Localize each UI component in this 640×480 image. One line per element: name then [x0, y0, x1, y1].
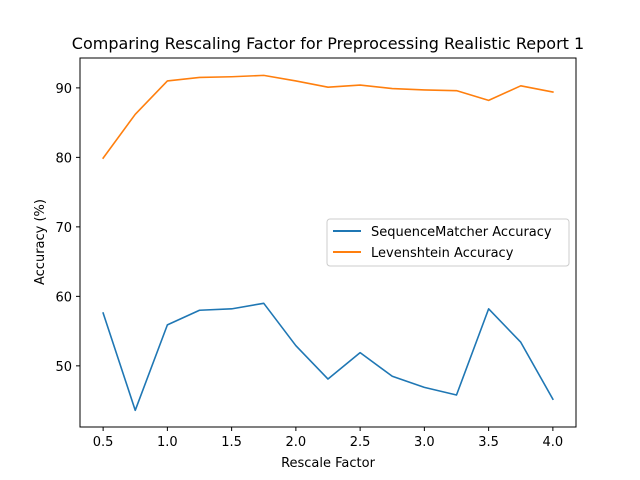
- y-tick-label: 60: [55, 290, 72, 305]
- x-tick-label: 0.5: [93, 435, 114, 450]
- x-tick-label: 1.5: [221, 435, 242, 450]
- x-axis-label: Rescale Factor: [281, 456, 376, 471]
- y-axis-label: Accuracy (%): [33, 199, 48, 285]
- legend-label-sequencematcher: SequenceMatcher Accuracy: [371, 225, 552, 240]
- legend-box: [326, 218, 570, 267]
- legend: SequenceMatcher Accuracy Levenshtein Acc…: [326, 218, 570, 267]
- series-layer: [102, 74, 554, 412]
- y-tick-label: 50: [55, 360, 72, 375]
- legend-label-levenshtein: Levenshtein Accuracy: [371, 246, 514, 261]
- x-tick-label: 3.5: [478, 435, 499, 450]
- x-tick-label: 2.5: [350, 435, 371, 450]
- plot-frame: [79, 57, 577, 428]
- y-tick-label: 90: [55, 82, 72, 97]
- series-line-sequencematcher: [102, 302, 554, 412]
- x-tick-label: 3.0: [414, 435, 435, 450]
- y-tick-label: 80: [55, 151, 72, 166]
- y-tick-label: 70: [55, 221, 72, 236]
- x-axis: 0.5 1.0 1.5 2.0 2.5 3.0 3.5 4.0: [93, 427, 563, 450]
- x-tick-label: 2.0: [286, 435, 307, 450]
- x-tick-label: 1.0: [157, 435, 178, 450]
- x-tick-label: 4.0: [543, 435, 564, 450]
- chart-title: Comparing Rescaling Factor for Preproces…: [72, 34, 584, 53]
- y-axis: 50 60 70 80 90: [55, 82, 80, 375]
- series-line-levenshtein: [102, 74, 554, 160]
